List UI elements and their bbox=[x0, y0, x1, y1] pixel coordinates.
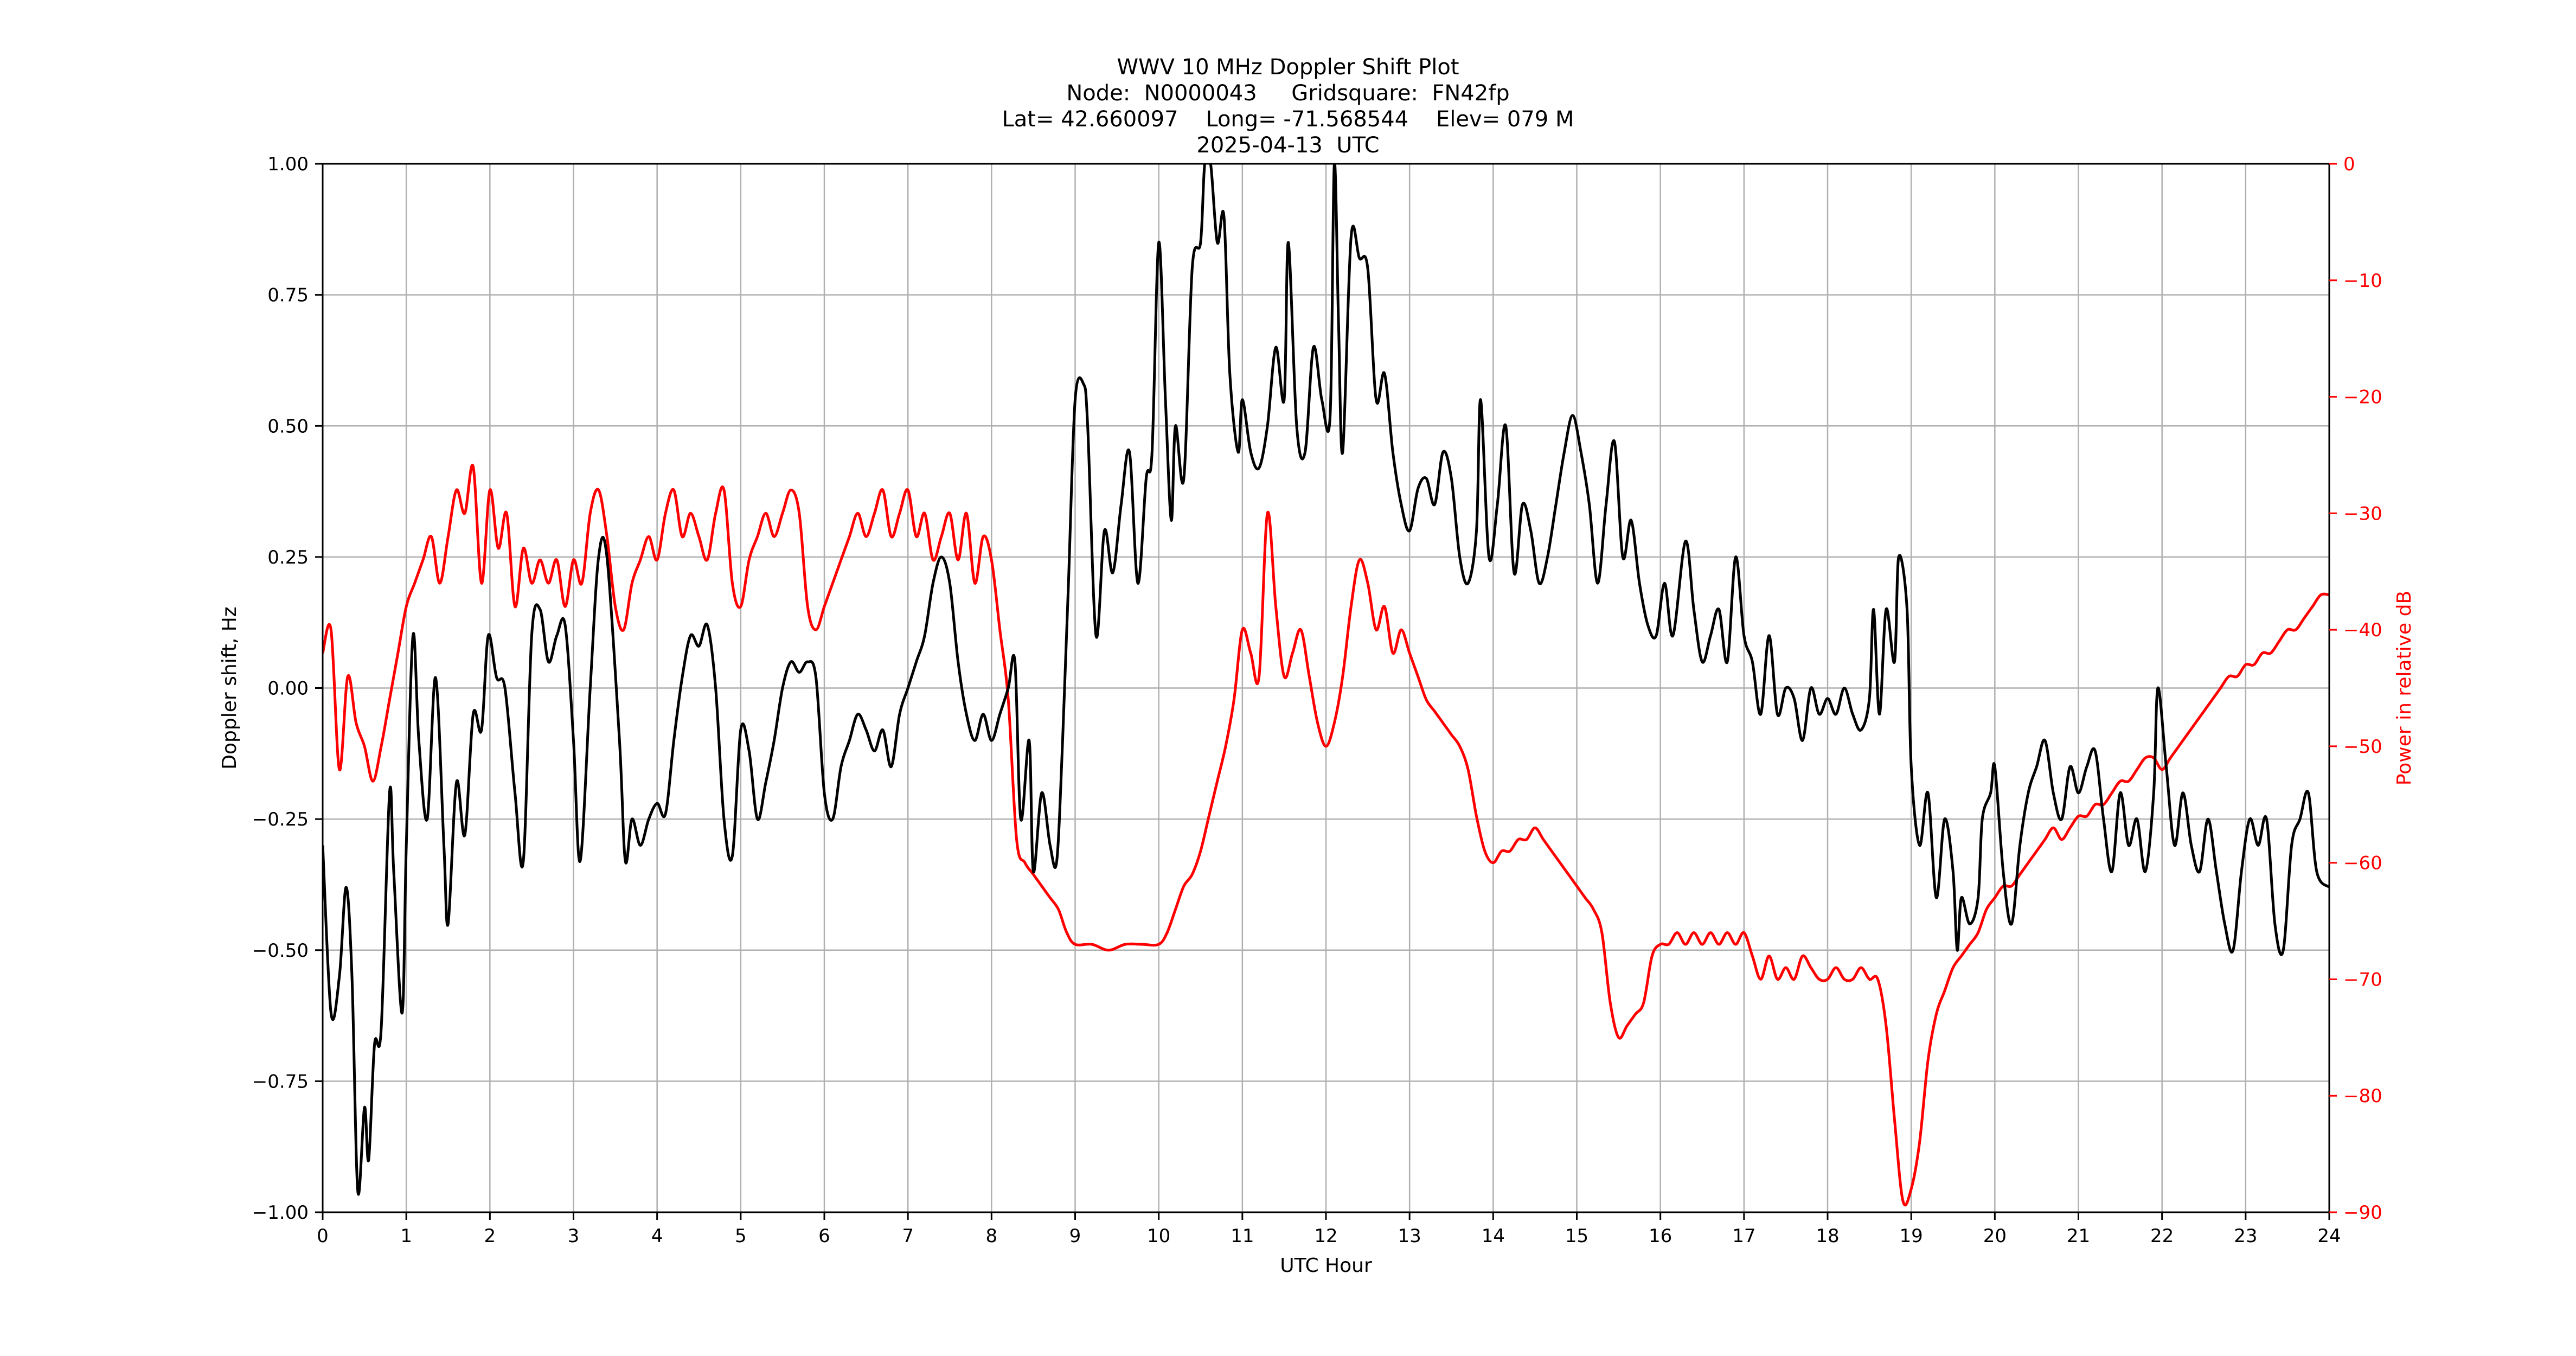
y-tick-label: −0.25 bbox=[252, 809, 309, 830]
doppler-series-line bbox=[323, 164, 2329, 1196]
x-tick-label: 1 bbox=[400, 1225, 412, 1247]
x-tick-label: 2 bbox=[484, 1225, 496, 1247]
x-tick-label: 5 bbox=[735, 1225, 747, 1247]
y-tick-label: 1.00 bbox=[267, 153, 309, 175]
x-tick-label: 11 bbox=[1231, 1225, 1254, 1247]
y-tick-label: 0.25 bbox=[267, 547, 309, 568]
title-line-1: WWV 10 MHz Doppler Shift Plot bbox=[1117, 55, 1459, 80]
y2-tick-label: 0 bbox=[2343, 153, 2355, 175]
y-tick-label: 0.50 bbox=[267, 415, 309, 437]
x-tick-label: 3 bbox=[568, 1225, 580, 1247]
x-tick-label: 19 bbox=[1900, 1225, 1923, 1247]
chart-title: WWV 10 MHz Doppler Shift Plot Node: N000… bbox=[0, 54, 2576, 158]
y2-tick-label: −10 bbox=[2343, 270, 2382, 292]
y2-tick-label: −90 bbox=[2343, 1202, 2382, 1224]
title-line-3: Lat= 42.660097 Long= -71.568544 Elev= 07… bbox=[1002, 107, 1574, 132]
y2-tick-label: −80 bbox=[2343, 1085, 2382, 1107]
title-line-2: Node: N0000043 Gridsquare: FN42fp bbox=[1066, 81, 1510, 106]
y-tick-label: −0.75 bbox=[252, 1071, 309, 1092]
x-tick-label: 0 bbox=[317, 1225, 329, 1247]
x-tick-label: 7 bbox=[902, 1225, 914, 1247]
y2-tick-label: −50 bbox=[2343, 736, 2382, 758]
x-tick-label: 4 bbox=[651, 1225, 663, 1247]
x-tick-label: 18 bbox=[1816, 1225, 1839, 1247]
x-tick-label: 23 bbox=[2234, 1225, 2257, 1247]
x-tick-label: 14 bbox=[1482, 1225, 1505, 1247]
x-tick-label: 15 bbox=[1565, 1225, 1588, 1247]
y-tick-label: −0.50 bbox=[252, 940, 309, 962]
title-line-4: 2025-04-13 UTC bbox=[1196, 133, 1380, 158]
x-tick-label: 6 bbox=[818, 1225, 830, 1247]
y-tick-label: −1.00 bbox=[252, 1202, 309, 1224]
grid-lines bbox=[322, 163, 2330, 1213]
x-tick-label: 8 bbox=[986, 1225, 998, 1247]
axes: 0 1 2 3 4 5 6 7 8 9 10 11 12 13 14 15 16 17 18 19 20 21 22 23 24… bbox=[252, 153, 2382, 1247]
x-tick-label: 13 bbox=[1398, 1225, 1421, 1247]
y2-tick-label: −20 bbox=[2343, 387, 2382, 408]
y-tick-label: 0.75 bbox=[267, 285, 309, 306]
x-tick-label: 9 bbox=[1069, 1225, 1081, 1247]
y2-tick-label: −70 bbox=[2343, 969, 2382, 990]
x-tick-label: 17 bbox=[1732, 1225, 1755, 1247]
power-series-line bbox=[323, 463, 2329, 1207]
x-tick-label: 21 bbox=[2067, 1225, 2090, 1247]
x-tick-label: 12 bbox=[1314, 1225, 1337, 1247]
y2-tick-label: −60 bbox=[2343, 853, 2382, 874]
series-lines bbox=[323, 164, 2329, 1207]
y-tick-label: 0.00 bbox=[267, 678, 309, 700]
x-tick-label: 22 bbox=[2150, 1225, 2174, 1247]
y-axis-label: Doppler shift, Hz bbox=[219, 606, 241, 769]
y2-tick-label: −30 bbox=[2343, 503, 2382, 525]
x-axis-label: UTC Hour bbox=[1280, 1255, 1372, 1277]
x-tick-label: 10 bbox=[1147, 1225, 1170, 1247]
x-tick-label: 20 bbox=[1983, 1225, 2007, 1247]
x-tick-label: 24 bbox=[2317, 1225, 2341, 1247]
x-tick-label: 16 bbox=[1649, 1225, 1672, 1247]
y2-tick-label: −40 bbox=[2343, 619, 2382, 641]
y2-axis-label: Power in relative dB bbox=[2393, 591, 2415, 785]
